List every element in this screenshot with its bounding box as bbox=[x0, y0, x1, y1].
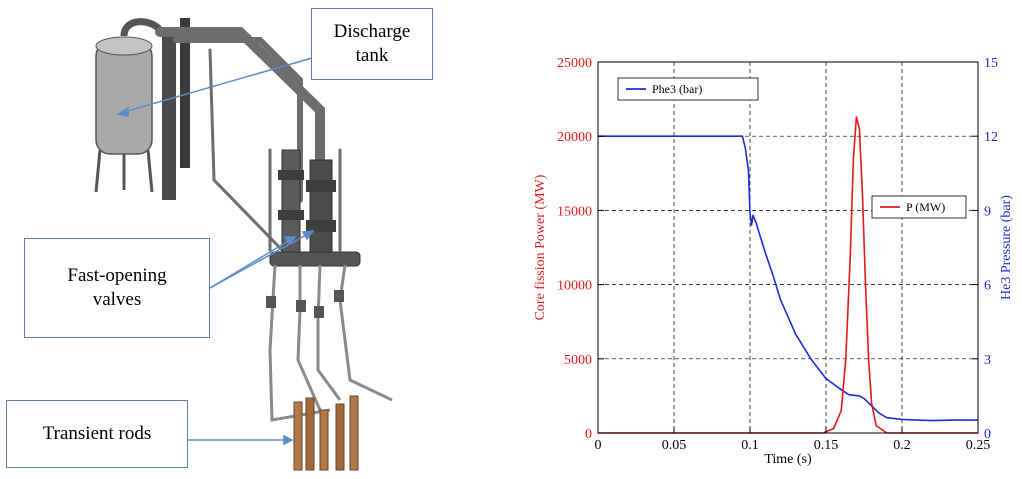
series-line-pressure bbox=[598, 135, 978, 422]
callout-transient-rods-label: Transient rods bbox=[42, 423, 152, 445]
y-tick-label: 10000 bbox=[557, 279, 592, 294]
grid bbox=[598, 62, 978, 433]
y2-tick-label: 15 bbox=[984, 56, 998, 71]
transient-rods-drawing bbox=[293, 395, 359, 471]
y2-tick-label: 0 bbox=[984, 427, 991, 442]
x-tick-label: 0.25 bbox=[966, 438, 991, 453]
y-axis-label: Core fission Power (MW) bbox=[533, 174, 548, 320]
facility-illustration bbox=[94, 18, 393, 471]
y2-tick-label: 9 bbox=[984, 204, 991, 219]
y2-tick-label: 12 bbox=[984, 130, 998, 145]
callout-fast-opening-valves: Fast-opening valves bbox=[24, 238, 210, 338]
callout-discharge-tank-line1: Discharge bbox=[333, 21, 411, 43]
y-tick-label: 15000 bbox=[557, 204, 592, 219]
y-tick-label: 5000 bbox=[564, 353, 592, 368]
callout-arrows bbox=[115, 57, 315, 446]
legend-power-box bbox=[871, 195, 967, 219]
y2-tick-label: 6 bbox=[984, 279, 991, 294]
legend-pressure: Phe3 (bar) bbox=[617, 77, 759, 101]
callout-valves-line1: Fast-opening bbox=[67, 265, 167, 287]
y2-axis-label: He3 Pressure (bar) bbox=[999, 195, 1014, 300]
series-line-power bbox=[598, 116, 978, 434]
legend-power-label: P (MW) bbox=[906, 200, 945, 214]
facility-diagram: Discharge tank Fast-opening valves Trans… bbox=[0, 0, 480, 474]
x-tick-label: 0.15 bbox=[814, 438, 839, 453]
support-column bbox=[162, 18, 190, 200]
legend-power: P (MW) bbox=[871, 195, 967, 219]
series-layer bbox=[598, 116, 978, 434]
y2-tick-label: 3 bbox=[984, 353, 991, 368]
ticks: 0 0.05 0.1 0.15 0.2 0.25050001000015000200002… bbox=[557, 56, 998, 453]
x-tick-label: 0 bbox=[595, 438, 602, 453]
plot-frame bbox=[597, 61, 979, 434]
y-tick-label: 0 bbox=[585, 427, 592, 442]
callout-valves-line2: valves bbox=[92, 289, 142, 310]
y-tick-label: 25000 bbox=[557, 56, 592, 71]
discharge-tank-drawing bbox=[94, 18, 163, 193]
power-pressure-chart: 0 0.05 0.1 0.15 0.2 0.25 0 5000 10000 15000 20000 2… bbox=[520, 40, 1022, 474]
legend-pressure-box bbox=[617, 77, 759, 101]
rod-lines bbox=[266, 264, 393, 422]
x-axis-label: Time (s) bbox=[764, 452, 812, 467]
legend-pressure-label: Phe3 (bar) bbox=[652, 82, 702, 96]
x-tick-label: 0.1 bbox=[741, 438, 759, 453]
x-tick-label: 0.05 bbox=[662, 438, 687, 453]
chart-svg: 0 0.05 0.1 0.15 0.2 0.25050001000015000200002… bbox=[533, 56, 1014, 467]
valve-assembly bbox=[269, 149, 361, 267]
x-tick-label: 0.2 bbox=[893, 438, 911, 453]
axes bbox=[597, 61, 979, 434]
callout-transient-rods: Transient rods bbox=[6, 400, 188, 468]
piping bbox=[155, 27, 342, 252]
callout-discharge-tank-line2: tank bbox=[355, 45, 389, 66]
y-tick-label: 20000 bbox=[557, 130, 592, 145]
callout-discharge-tank: Discharge tank bbox=[311, 8, 433, 80]
